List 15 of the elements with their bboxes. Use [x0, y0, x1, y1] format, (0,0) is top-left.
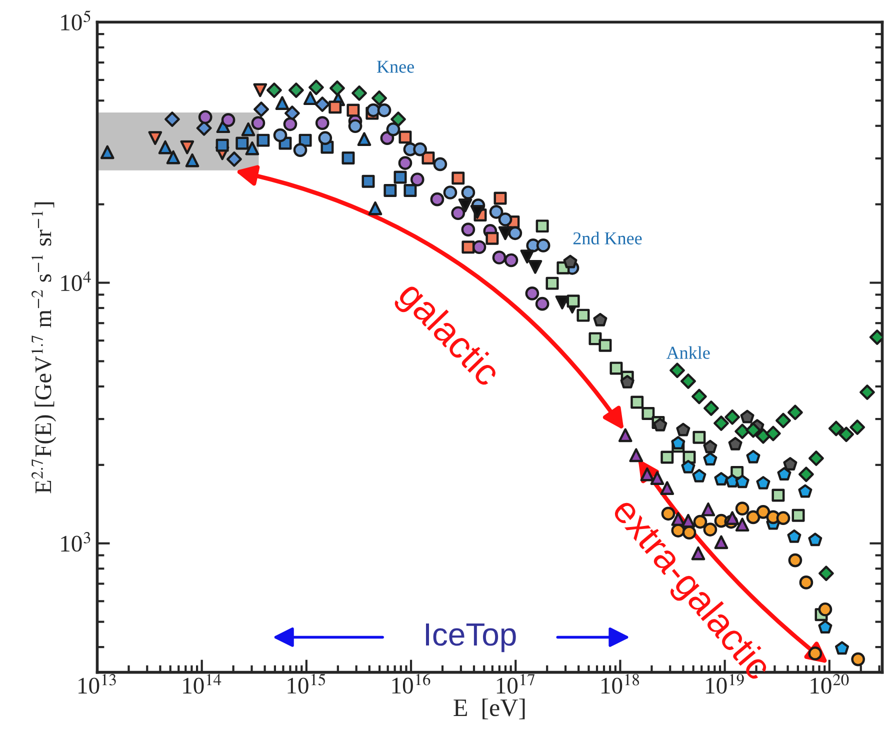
y-tick-label: 10$^{3}$ [61, 532, 90, 552]
y-tick-label: 10$^{5}$ [61, 10, 90, 30]
x-axis-title: E [eV] [454, 698, 525, 720]
x-tick-label: 10$^{16}$ [392, 674, 430, 694]
x-tick-label: 10$^{20}$ [810, 674, 849, 694]
x-tick-label: 10$^{13}$ [78, 674, 116, 694]
text: E$^{2.7}$F(E) [GeV$^{1.7}$ m$^{−2}$ s$^{−1}$ sr$^{−1}$] [32, 202, 56, 494]
annotation: Knee [377, 60, 414, 73]
y-tick-label: 10$^{4}$ [61, 271, 91, 292]
annotation: 2nd Knee [573, 232, 642, 244]
x-tick-label: 10$^{14}$ [183, 674, 222, 694]
annotation: Ankle [666, 346, 710, 359]
annotation: IceTop [426, 623, 516, 652]
x-tick-label: 10$^{15}$ [288, 674, 326, 694]
x-tick-label: 10$^{17}$ [496, 674, 534, 694]
